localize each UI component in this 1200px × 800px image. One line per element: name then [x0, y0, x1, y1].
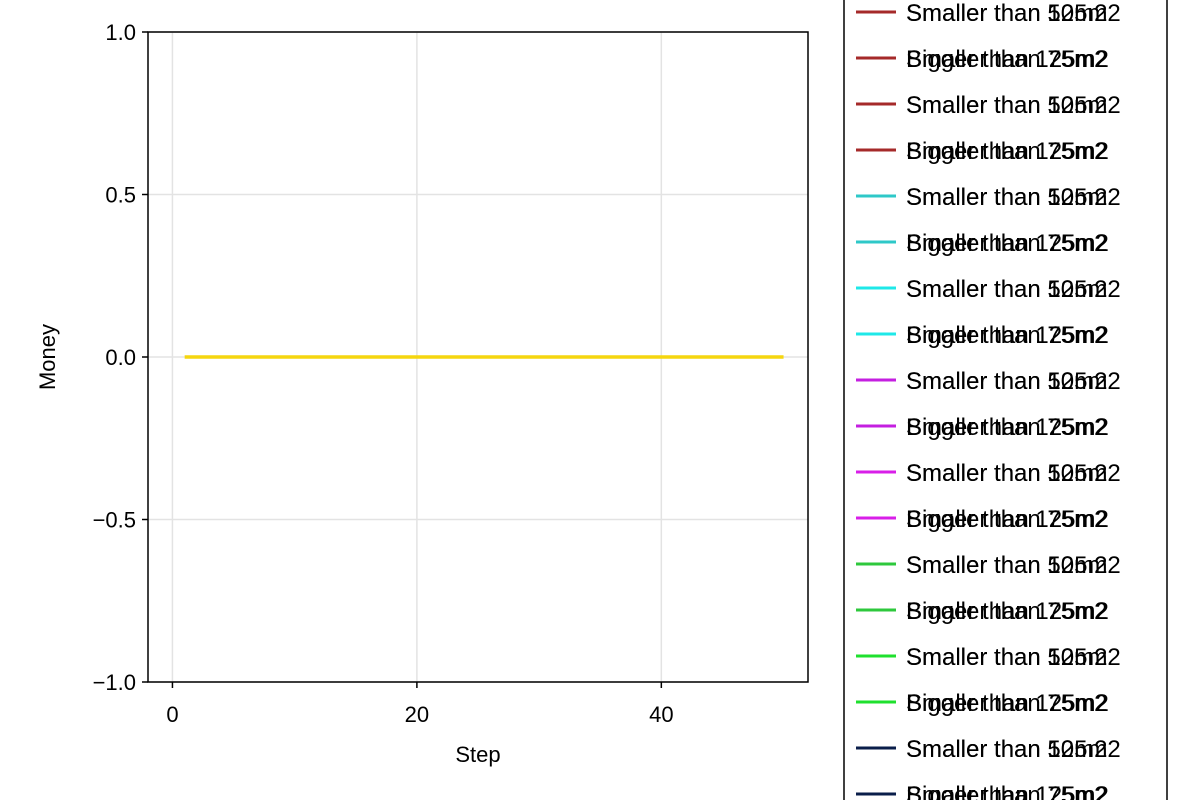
y-axis-ticks: −1.0 −0.5 0.0 0.5 1.0 [93, 20, 148, 695]
legend-label-9-0: Bigger than 125m2 [906, 414, 1109, 441]
legend-label-10-1: Smaller than 125m2 [906, 460, 1121, 487]
legend-label-2-1: Smaller than 125m2 [906, 92, 1121, 119]
legend-label-14-0: Smaller than 50m2 [906, 644, 1107, 671]
legend-label-14-1: Smaller than 125m2 [906, 644, 1121, 671]
legend-label-5-1: Smaller than 75m2 [906, 230, 1107, 257]
legend-label-1-1: Smaller than 75m2 [906, 46, 1107, 73]
y-tick-label-0: −1.0 [93, 670, 136, 695]
legend-label-2-0: Smaller than 50m2 [906, 92, 1107, 119]
legend-label-10-0: Smaller than 50m2 [906, 460, 1107, 487]
legend-label-6-1: Smaller than 125m2 [906, 276, 1121, 303]
legend-frame [843, 0, 1168, 800]
legend-label-11-1: Smaller than 75m2 [906, 506, 1107, 533]
legend-label-3-1: Smaller than 75m2 [906, 138, 1107, 165]
legend-label-7-1: Smaller than 75m2 [906, 322, 1107, 349]
legend-label-13-0: Bigger than 125m2 [906, 598, 1109, 625]
legend-label-15-0: Bigger than 125m2 [906, 690, 1109, 717]
y-tick-label-4: 1.0 [105, 20, 136, 45]
legend-label-12-0: Smaller than 50m2 [906, 552, 1107, 579]
legend-label-3-0: Bigger than 125m2 [906, 138, 1109, 165]
x-tick-label-2: 40 [649, 702, 673, 727]
legend-label-11-0: Bigger than 125m2 [906, 506, 1109, 533]
legend-label-17-1: Smaller than 75m2 [906, 782, 1107, 800]
y-tick-label-3: 0.5 [105, 183, 136, 208]
legend-label-12-1: Smaller than 125m2 [906, 552, 1121, 579]
legend-label-7-0: Bigger than 125m2 [906, 322, 1109, 349]
legend-label-15-1: Smaller than 75m2 [906, 690, 1107, 717]
legend-label-9-1: Smaller than 75m2 [906, 414, 1107, 441]
legend-label-5-0: Bigger than 125m2 [906, 230, 1109, 257]
legend-label-16-0: Smaller than 50m2 [906, 736, 1107, 763]
legend-label-8-0: Smaller than 50m2 [906, 368, 1107, 395]
x-axis-ticks: 0 20 40 [166, 682, 674, 727]
legend-label-4-0: Smaller than 50m2 [906, 184, 1107, 211]
x-tick-label-0: 0 [166, 702, 178, 727]
y-tick-label-2: 0.0 [105, 345, 136, 370]
legend-label-1-0: Bigger than 125m2 [906, 46, 1109, 73]
y-axis-label: Money [35, 324, 60, 390]
legend-label-17-0: Bigger than 125m2 [906, 782, 1109, 800]
x-tick-label-1: 20 [405, 702, 429, 727]
x-axis-label: Step [455, 742, 500, 767]
legend-label-16-1: Smaller than 125m2 [906, 736, 1121, 763]
y-tick-label-1: −0.5 [93, 508, 136, 533]
legend-label-4-1: Smaller than 125m2 [906, 184, 1121, 211]
legend-label-0-1: Smaller than 125m2 [906, 0, 1121, 27]
legend-label-6-0: Smaller than 50m2 [906, 276, 1107, 303]
legend-label-8-1: Smaller than 125m2 [906, 368, 1121, 395]
legend-label-0-0: Smaller than 50m2 [906, 0, 1107, 27]
legend-label-13-1: Smaller than 75m2 [906, 598, 1107, 625]
